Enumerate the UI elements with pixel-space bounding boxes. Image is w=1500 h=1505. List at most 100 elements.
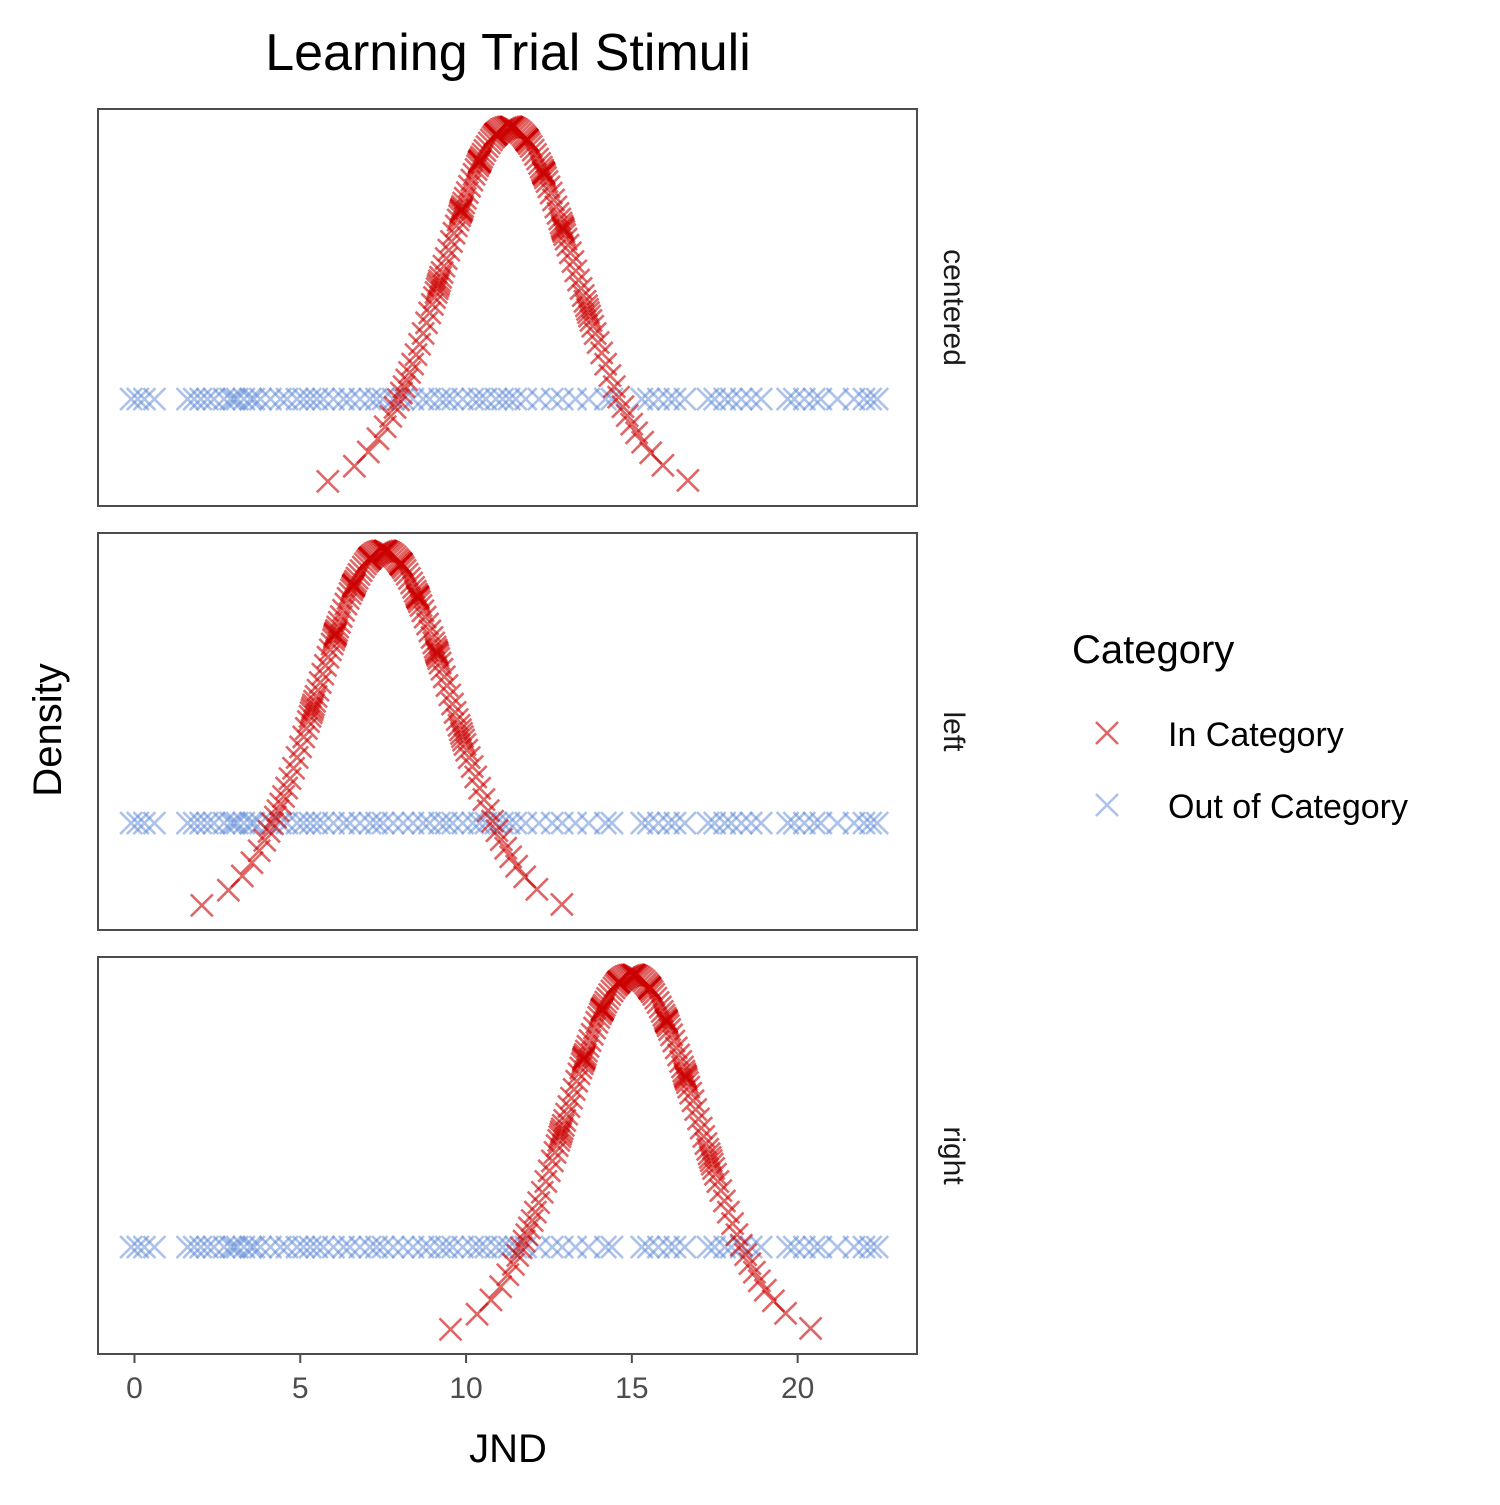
legend: Category In Category Out of Category <box>1072 628 1408 826</box>
out-of-category-point <box>629 387 654 411</box>
out-of-category-point <box>600 1235 624 1259</box>
in-category-point <box>681 1088 705 1113</box>
in-category-point <box>674 1067 699 1092</box>
in-category-point <box>699 1148 724 1173</box>
out-of-category-point <box>440 387 465 411</box>
out-of-category-point <box>331 811 356 835</box>
out-of-category-point <box>739 811 764 835</box>
out-of-category-point <box>792 387 817 411</box>
in-category-point <box>268 792 293 816</box>
out-of-category-point <box>474 387 498 411</box>
out-of-category-point <box>749 387 774 411</box>
in-category-point <box>550 1116 575 1141</box>
in-category-point <box>554 227 579 251</box>
in-category-point <box>504 854 529 879</box>
legend-title: Category <box>1072 628 1234 672</box>
out-of-category-point <box>142 811 167 835</box>
out-of-category-point <box>348 1235 372 1259</box>
legend-label-in-category: In Category <box>1168 716 1344 754</box>
facet-panel-right <box>97 956 918 1355</box>
in-category-point <box>798 1316 823 1341</box>
out-of-category-point <box>749 811 774 835</box>
in-category-point <box>415 612 440 636</box>
x-tick-label: 5 <box>292 1372 309 1405</box>
out-of-category-point <box>331 387 356 411</box>
in-category-point <box>447 203 472 228</box>
in-category-point <box>517 1216 542 1240</box>
out-of-category-point <box>576 387 601 411</box>
in-category-point <box>561 249 585 274</box>
out-of-category-point <box>672 811 697 835</box>
out-of-category-point <box>248 387 273 411</box>
out-of-category-point <box>656 811 681 835</box>
out-of-category-point <box>593 811 618 835</box>
out-of-category-point <box>636 811 661 835</box>
in-category-point <box>329 604 354 629</box>
out-of-category-point <box>802 1235 827 1259</box>
out-of-category-point <box>195 1235 220 1259</box>
in-category-point <box>442 221 466 246</box>
out-of-category-point <box>450 387 475 411</box>
in-category-point <box>266 798 290 823</box>
in-category-point <box>437 682 462 707</box>
out-of-category-point <box>782 387 807 411</box>
out-of-category-point <box>311 811 336 835</box>
out-of-category-point <box>411 1235 435 1259</box>
out-of-category-point <box>629 811 654 835</box>
out-of-category-point <box>222 387 246 411</box>
in-category-point <box>552 1108 577 1133</box>
out-of-category-point <box>729 811 754 835</box>
facet-label-centered: centered <box>937 249 970 366</box>
x-tick-label: 15 <box>615 1372 648 1405</box>
in-category-point <box>479 1288 503 1312</box>
out-of-category-point <box>739 387 764 411</box>
out-of-category-point <box>782 1235 807 1259</box>
out-of-category-point <box>125 387 150 411</box>
in-category-point <box>432 664 457 689</box>
out-of-category-point <box>540 387 565 411</box>
chart-title: Learning Trial Stimuli <box>265 24 751 82</box>
out-of-category-point <box>238 811 263 835</box>
in-category-point <box>430 657 454 682</box>
out-of-category-point <box>865 811 890 835</box>
in-category-point <box>308 670 333 695</box>
out-of-category-point <box>792 1235 817 1259</box>
out-of-category-point <box>391 1235 415 1259</box>
out-of-category-point <box>593 1235 618 1259</box>
out-of-category-point <box>696 1235 721 1259</box>
in-category-point <box>310 662 335 687</box>
out-of-category-point <box>142 1235 167 1259</box>
out-of-category-point <box>364 1235 389 1259</box>
in-category-point <box>573 1042 598 1067</box>
x-tick-label: 20 <box>781 1372 814 1405</box>
in-category-point <box>407 589 432 614</box>
out-of-category-point <box>231 1235 256 1259</box>
in-category-point <box>427 268 452 293</box>
out-of-category-point <box>411 811 435 835</box>
out-of-category-point <box>808 811 833 835</box>
out-of-category-point <box>417 811 442 835</box>
in-category-point <box>664 1036 689 1060</box>
out-of-category-point <box>497 387 522 411</box>
out-of-category-point <box>231 387 256 411</box>
in-category-point <box>443 700 467 725</box>
out-of-category-point <box>381 811 406 835</box>
out-of-category-point <box>391 811 415 835</box>
in-category-point <box>304 684 328 709</box>
in-category-point <box>549 892 574 917</box>
out-of-category-point <box>467 1235 492 1259</box>
out-of-category-point <box>719 1235 744 1259</box>
in-category-point <box>705 1169 730 1194</box>
in-category-point <box>436 238 461 263</box>
out-of-category-point <box>268 1235 293 1259</box>
in-category-point <box>397 360 422 385</box>
out-of-category-point <box>338 811 362 835</box>
facet-panel-centered <box>97 108 918 507</box>
in-category-point <box>541 188 566 212</box>
in-category-point <box>488 1274 513 1299</box>
in-category-point <box>524 877 549 902</box>
in-category-point <box>240 850 264 875</box>
in-category-point <box>438 1317 463 1342</box>
out-of-category-point <box>132 1235 157 1259</box>
in-category-point <box>773 1301 798 1326</box>
